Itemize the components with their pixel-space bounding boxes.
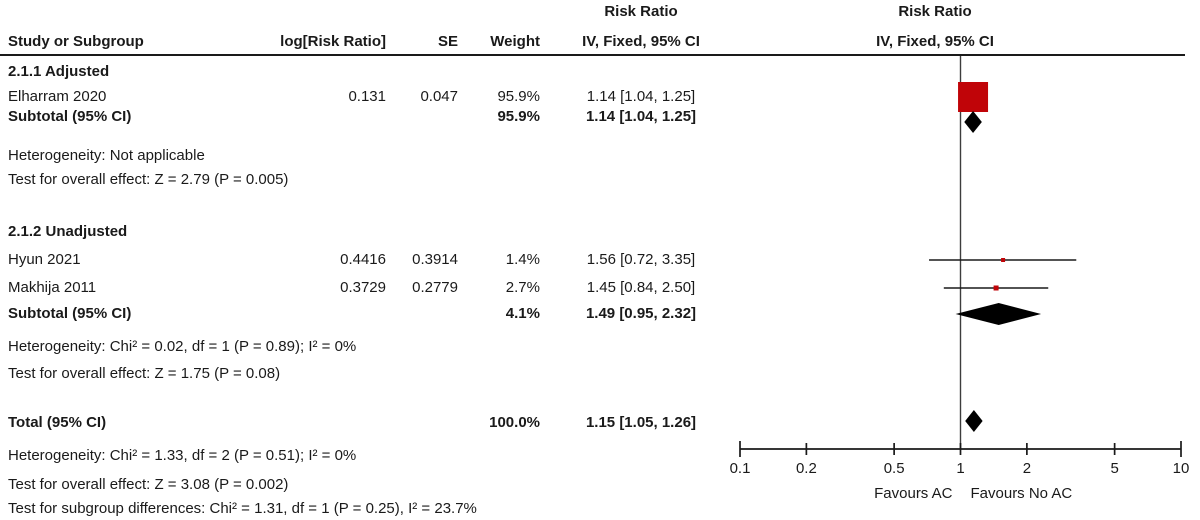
total-row: Total (95% CI) 100.0% 1.15 [1.05, 1.26]: [0, 413, 1200, 433]
col-header-study: Study or Subgroup: [8, 33, 144, 50]
overall-effect-note-total: Test for overall effect: Z = 3.08 (P = 0…: [8, 476, 289, 493]
weight-value: 95.9%: [497, 88, 540, 105]
study-row-elharram-2020: Elharram 2020 0.131 0.047 95.9% 1.14 [1.…: [0, 87, 1200, 107]
subtotal-weight: 95.9%: [497, 108, 540, 125]
weight-value: 2.7%: [505, 279, 540, 296]
x-tick-label: 0.2: [796, 460, 817, 477]
subtotal-label: Subtotal (95% CI): [8, 108, 132, 125]
effect-square: [1001, 258, 1006, 262]
x-tick-label: 2: [1023, 460, 1031, 477]
favours-left-label: Favours AC: [874, 485, 953, 502]
ci-value: 1.14 [1.04, 1.25]: [586, 88, 696, 105]
pooled-diamond: [965, 410, 983, 432]
x-tick-label: 10: [1173, 460, 1190, 477]
x-tick-label: 1: [956, 460, 964, 477]
study-name: Elharram 2020: [8, 88, 107, 105]
overall-effect-note-1: Test for overall effect: Z = 2.79 (P = 0…: [8, 171, 289, 188]
se-value: 0.047: [420, 88, 458, 105]
col-header-ci: IV, Fixed, 95% CI: [582, 33, 700, 50]
heterogeneity-note-1: Heterogeneity: Not applicable: [8, 147, 205, 164]
study-name: Makhija 2011: [8, 279, 97, 296]
subtotal-weight: 4.1%: [505, 305, 540, 322]
ci-value: 1.56 [0.72, 3.35]: [586, 251, 696, 268]
subtotal-1-row: Subtotal (95% CI) 95.9% 1.14 [1.04, 1.25…: [0, 107, 1200, 127]
favours-right-label: Favours No AC: [971, 485, 1073, 502]
total-label: Total (95% CI): [8, 414, 107, 431]
subgroup-differences-note: Test for subgroup differences: Chi² = 1.…: [8, 500, 477, 517]
heterogeneity-note-2: Heterogeneity: Chi² = 0.02, df = 1 (P = …: [8, 338, 357, 355]
effect-square: [958, 82, 989, 112]
subgroup-label: 2.1.1 Adjusted: [8, 63, 110, 80]
x-tick-label: 5: [1110, 460, 1118, 477]
total-ci: 1.15 [1.05, 1.26]: [585, 414, 697, 431]
study-row-hyun-2021: Hyun 2021 0.4416 0.3914 1.4% 1.56 [0.72,…: [0, 250, 1200, 270]
logrr-value: 0.131: [348, 88, 386, 105]
ci-value: 1.45 [0.84, 2.50]: [586, 279, 696, 296]
col-header-se: SE: [437, 33, 458, 50]
subgroup-label: 2.1.2 Unadjusted: [8, 223, 128, 240]
x-tick-label: 0.1: [730, 460, 751, 477]
subgroup-2-label-row: 2.1.2 Unadjusted: [0, 222, 1200, 242]
col-header-weight: Weight: [490, 33, 540, 50]
subtotal-ci: 1.14 [1.04, 1.25]: [585, 108, 697, 125]
subtotal-2-row: Subtotal (95% CI) 4.1% 1.49 [0.95, 2.32]: [0, 304, 1200, 324]
heterogeneity-note-total: Heterogeneity: Chi² = 1.33, df = 2 (P = …: [8, 447, 357, 464]
subtotal-label: Subtotal (95% CI): [8, 305, 132, 322]
subgroup-1-label-row: 2.1.1 Adjusted: [0, 62, 1200, 82]
logrr-value: 0.4416: [340, 251, 386, 268]
header-columns: Study or Subgroup log[Risk Ratio] SE Wei…: [0, 32, 1200, 52]
effect-column-title: Risk Ratio: [604, 3, 678, 20]
col-header-logrr: log[Risk Ratio]: [280, 33, 386, 50]
pooled-diamond: [955, 303, 1042, 325]
weight-value: 1.4%: [505, 251, 540, 268]
effect-square: [993, 285, 999, 291]
plot-column-subtitle: IV, Fixed, 95% CI: [876, 33, 994, 50]
subtotal-ci: 1.49 [0.95, 2.32]: [585, 305, 697, 322]
plot-column-title: Risk Ratio: [898, 3, 972, 20]
x-tick-label: 0.5: [884, 460, 905, 477]
se-value: 0.2779: [412, 279, 458, 296]
logrr-value: 0.3729: [340, 279, 386, 296]
study-name: Hyun 2021: [8, 251, 81, 268]
total-weight: 100.0%: [489, 414, 540, 431]
overall-effect-note-2: Test for overall effect: Z = 1.75 (P = 0…: [8, 365, 281, 382]
pooled-diamond: [964, 111, 982, 133]
header-titles: Risk Ratio Risk Ratio: [0, 2, 1200, 22]
header-divider: [0, 54, 1185, 56]
study-row-makhija-2011: Makhija 2011 0.3729 0.2779 2.7% 1.45 [0.…: [0, 278, 1200, 298]
se-value: 0.3914: [412, 251, 458, 268]
